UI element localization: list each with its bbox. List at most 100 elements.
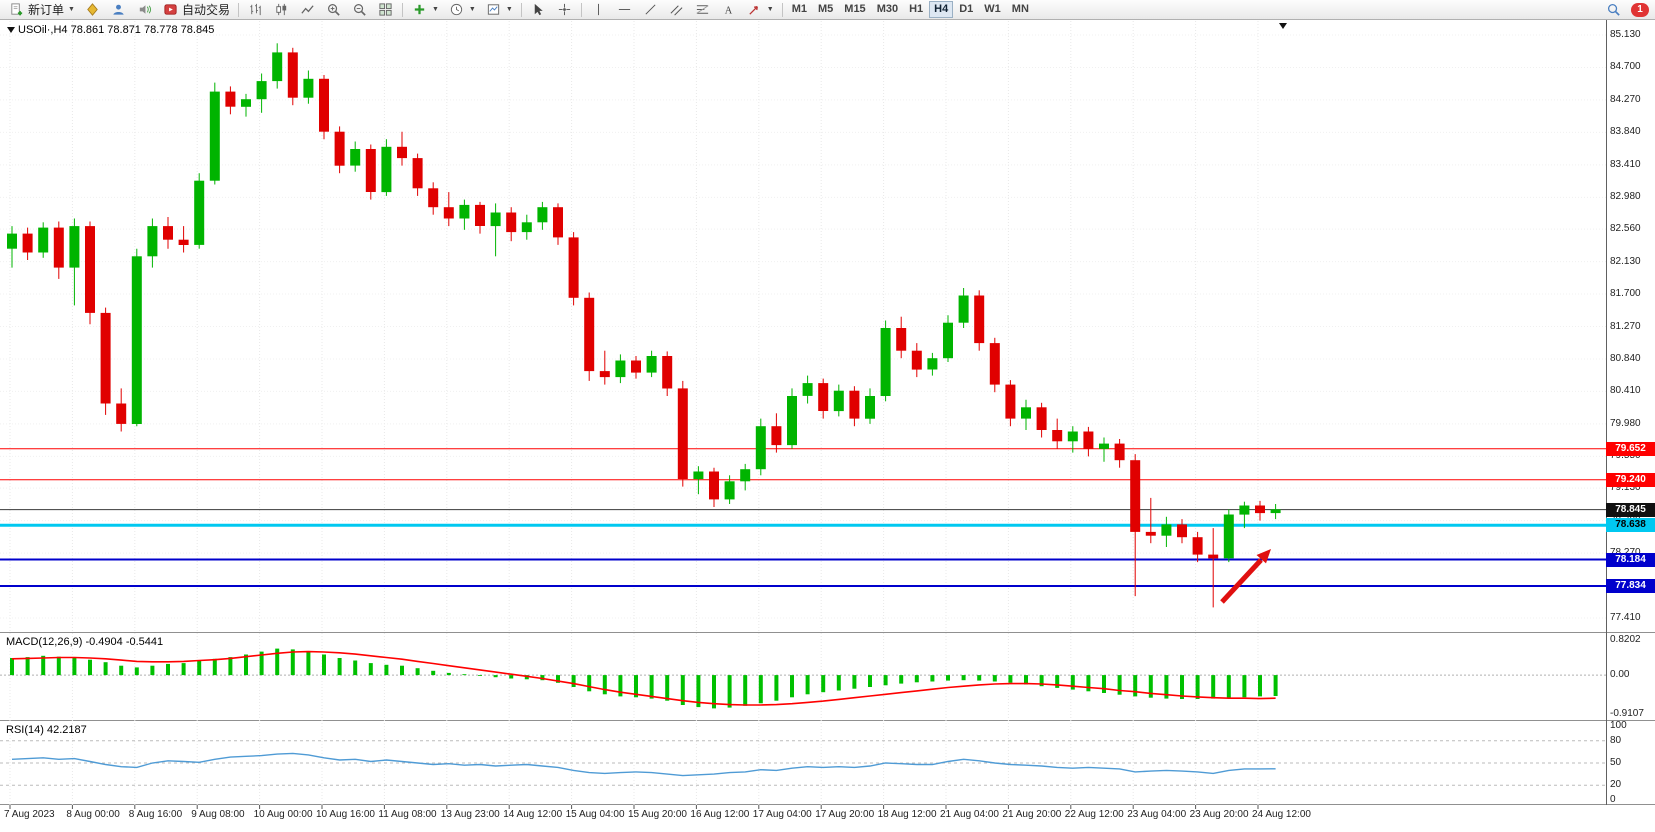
price-level-badge: 79.652 bbox=[1606, 441, 1655, 456]
text-label-button[interactable]: A bbox=[716, 1, 741, 19]
text-label-icon: A bbox=[720, 2, 737, 18]
cursor-button[interactable] bbox=[526, 1, 551, 19]
zoom-out-button[interactable] bbox=[347, 1, 372, 19]
toolbar-separator bbox=[237, 2, 239, 17]
tile-windows-icon bbox=[377, 2, 394, 18]
rsi-axis-label: 50 bbox=[1610, 757, 1622, 768]
main-chart-panel[interactable] bbox=[0, 20, 1655, 633]
symbol-dropdown-icon[interactable] bbox=[7, 27, 15, 33]
chevron-down-icon: ▼ bbox=[468, 5, 476, 13]
zoom-in-button[interactable] bbox=[321, 1, 346, 19]
time-axis-label: 14 Aug 12:00 bbox=[503, 809, 563, 820]
price-level-badge: 77.834 bbox=[1606, 578, 1655, 593]
new-order-icon bbox=[8, 2, 25, 18]
horizontal-line-button[interactable] bbox=[612, 1, 637, 19]
rsi-axis-label: 100 bbox=[1610, 720, 1627, 731]
macd-panel[interactable] bbox=[0, 633, 1655, 721]
profile-icon bbox=[110, 2, 127, 18]
crosshair-icon bbox=[556, 2, 573, 18]
fibonacci-icon bbox=[694, 2, 711, 18]
autotrading-icon bbox=[162, 2, 179, 18]
toolbar-separator bbox=[401, 2, 403, 17]
timeframe-group: M1 M5 M15 M30 H1 H4 D1 W1 MN bbox=[787, 1, 1034, 18]
autotrading-button[interactable]: 自动交易 bbox=[158, 1, 234, 19]
toolbar-separator bbox=[580, 2, 582, 17]
cursor-icon bbox=[530, 2, 547, 18]
time-axis-label: 10 Aug 16:00 bbox=[316, 809, 375, 820]
price-axis-label: 84.700 bbox=[1610, 61, 1641, 73]
timeframe-m1-button[interactable]: M1 bbox=[787, 1, 812, 18]
time-axis-label: 13 Aug 23:00 bbox=[440, 809, 500, 820]
timeframe-m30-button[interactable]: M30 bbox=[872, 1, 903, 18]
macd-axis-label: -0.9107 bbox=[1610, 708, 1644, 719]
indicators-button[interactable]: ▼ bbox=[407, 1, 443, 19]
time-axis-panel bbox=[0, 805, 1655, 832]
time-axis-label: 17 Aug 20:00 bbox=[815, 809, 875, 820]
zoom-in-icon bbox=[325, 2, 342, 18]
new-order-button[interactable]: 新订单 ▼ bbox=[4, 1, 79, 19]
timeframe-m15-button[interactable]: M15 bbox=[839, 1, 870, 18]
time-axis-label: 8 Aug 16:00 bbox=[128, 809, 183, 820]
new-order-label: 新订单 bbox=[28, 3, 65, 17]
periods-button[interactable]: ▼ bbox=[444, 1, 480, 19]
time-axis-label: 18 Aug 12:00 bbox=[877, 809, 937, 820]
time-axis-label: 17 Aug 04:00 bbox=[752, 809, 812, 820]
macd-indicator-label: MACD(12,26,9) -0.4904 -0.5441 bbox=[6, 636, 164, 648]
timeframe-d1-button[interactable]: D1 bbox=[954, 1, 978, 18]
line-chart-button[interactable] bbox=[295, 1, 320, 19]
horizontal-line-icon bbox=[616, 2, 633, 18]
channel-button[interactable] bbox=[664, 1, 689, 19]
trendline-button[interactable] bbox=[638, 1, 663, 19]
vertical-line-button[interactable] bbox=[586, 1, 611, 19]
profile-button[interactable] bbox=[106, 1, 131, 19]
price-axis-label: 85.130 bbox=[1610, 29, 1641, 40]
autotrading-label: 自动交易 bbox=[181, 3, 230, 17]
ohlc-values: 78.861 78.871 78.778 78.845 bbox=[70, 24, 215, 36]
price-axis[interactable]: 85.130 84.700 84.270 83.840 83.410 82.980 82.5… bbox=[1606, 0, 1655, 832]
search-button[interactable] bbox=[1601, 1, 1626, 19]
timeframe-w1-button[interactable]: W1 bbox=[979, 1, 1006, 18]
time-axis-label: 7 Aug 2023 bbox=[4, 809, 55, 820]
timeframe-h4-button[interactable]: H4 bbox=[929, 1, 954, 18]
price-level-badge: 79.240 bbox=[1606, 472, 1655, 487]
chevron-down-icon: ▼ bbox=[68, 5, 75, 13]
news-sound-icon bbox=[136, 2, 153, 18]
time-axis-label: 23 Aug 20:00 bbox=[1189, 809, 1249, 820]
timeframe-h1-button[interactable]: H1 bbox=[904, 1, 928, 18]
trendline-icon bbox=[642, 2, 659, 18]
rsi-indicator-label: RSI(14) 42.2187 bbox=[6, 724, 87, 736]
rsi-panel[interactable] bbox=[0, 721, 1655, 805]
toolbar-separator bbox=[520, 2, 522, 17]
time-axis[interactable]: 7 Aug 2023 8 Aug 00:00 8 Aug 16:00 9 Aug 08… bbox=[0, 805, 1606, 832]
candlestick-chart-button[interactable] bbox=[269, 1, 294, 19]
time-axis-label: 15 Aug 04:00 bbox=[565, 809, 625, 820]
time-axis-label: 24 Aug 12:00 bbox=[1252, 809, 1311, 820]
chart-shift-marker[interactable] bbox=[1279, 23, 1287, 29]
time-axis-label: 11 Aug 08:00 bbox=[378, 809, 437, 820]
chart-title: USOil·,H4 78.861 78.871 78.778 78.845 bbox=[18, 24, 214, 36]
news-button[interactable] bbox=[132, 1, 157, 19]
fibonacci-button[interactable] bbox=[690, 1, 715, 19]
line-chart-icon bbox=[299, 2, 316, 18]
search-icon bbox=[1605, 2, 1622, 18]
timeframe-mn-button[interactable]: MN bbox=[1007, 1, 1034, 18]
price-axis-label: 79.130 bbox=[1610, 482, 1641, 494]
zoom-out-icon bbox=[351, 2, 368, 18]
price-axis-label: 81.270 bbox=[1610, 320, 1641, 332]
price-axis-label: 79.550 bbox=[1610, 450, 1641, 462]
templates-button[interactable]: ▼ bbox=[481, 1, 517, 19]
time-axis-label: 21 Aug 04:00 bbox=[940, 809, 999, 820]
crosshair-button[interactable] bbox=[552, 1, 577, 19]
macd-axis-label: 0.00 bbox=[1610, 669, 1630, 681]
price-axis-label: 82.560 bbox=[1610, 223, 1641, 235]
toolbar-right: 1 bbox=[1601, 1, 1651, 19]
bar-chart-button[interactable] bbox=[243, 1, 268, 19]
time-axis-label: 16 Aug 12:00 bbox=[690, 809, 750, 820]
macd-axis-label: 0.8202 bbox=[1610, 634, 1641, 645]
market-button[interactable] bbox=[80, 1, 105, 19]
timeframe-m5-button[interactable]: M5 bbox=[813, 1, 838, 18]
price-axis-label: 82.980 bbox=[1610, 191, 1641, 203]
notification-badge[interactable]: 1 bbox=[1631, 2, 1649, 17]
arrows-button[interactable]: ▼ bbox=[742, 1, 778, 19]
tile-windows-button[interactable] bbox=[373, 1, 398, 19]
